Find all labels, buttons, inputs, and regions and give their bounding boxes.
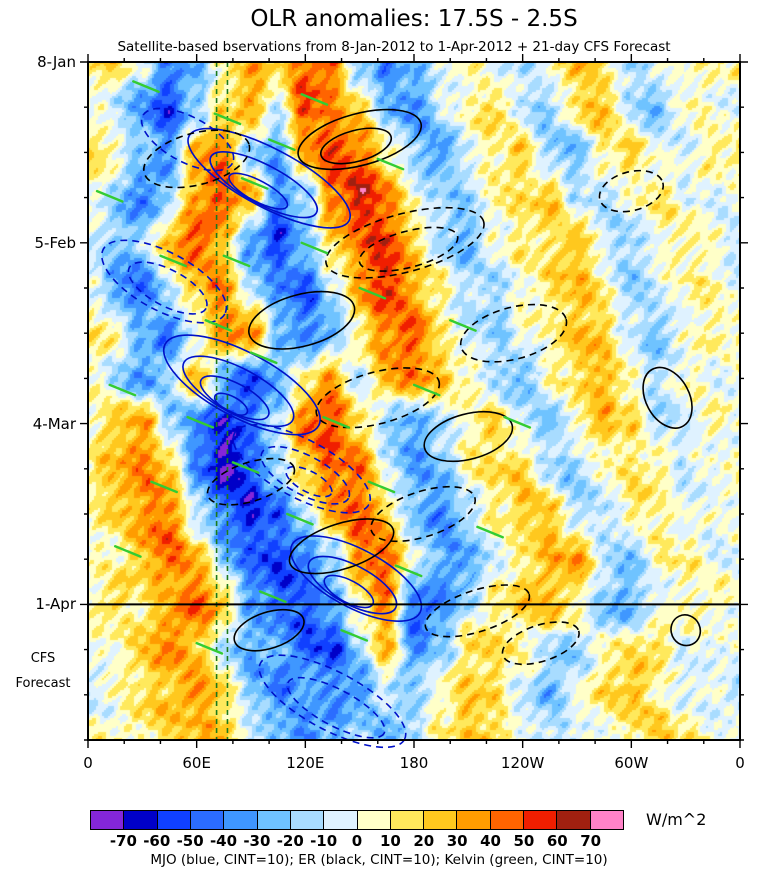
colorbar-segment bbox=[91, 811, 125, 829]
y-tick-label: 4-Mar bbox=[32, 414, 76, 433]
y-tick-label: 8-Jan bbox=[37, 53, 76, 71]
colorbar-segment bbox=[357, 811, 391, 829]
colorbar-segment bbox=[590, 811, 623, 829]
colorbar-segment bbox=[224, 811, 258, 829]
colorbar-tick-label: -60 bbox=[143, 832, 171, 850]
contour-legend-caption: MJO (blue, CINT=10); ER (black, CINT=10)… bbox=[150, 852, 608, 868]
colorbar-tick-label: 70 bbox=[580, 832, 602, 850]
colorbar-tick-label: 10 bbox=[379, 832, 401, 850]
colorbar-tick-label: -30 bbox=[243, 832, 271, 850]
colorbar-tick-label: 30 bbox=[446, 832, 468, 850]
colorbar-segment bbox=[424, 811, 458, 829]
colorbar-segment bbox=[124, 811, 158, 829]
x-tick-label: 180 bbox=[399, 754, 429, 772]
colorbar-segment bbox=[490, 811, 525, 829]
page-title: OLR anomalies: 17.5S - 2.5S bbox=[250, 6, 578, 32]
colorbar-tick-label: -20 bbox=[276, 832, 304, 850]
colorbar-segment bbox=[190, 811, 225, 829]
heatmap-canvas bbox=[88, 62, 740, 740]
y-tick-label: 1-Apr bbox=[35, 595, 76, 614]
colorbar-segment bbox=[390, 811, 425, 829]
colorbar-tick-label: 0 bbox=[351, 832, 363, 850]
cfs-forecast-label: CFS Forecast bbox=[0, 646, 86, 696]
colorbar-tick-label: 20 bbox=[413, 832, 435, 850]
colorbar bbox=[90, 810, 624, 830]
cfs-forecast-line1: CFS bbox=[30, 651, 56, 666]
colorbar-segment bbox=[157, 811, 191, 829]
colorbar-units-label: W/m^2 bbox=[646, 810, 707, 829]
x-tick-label: 120W bbox=[500, 754, 545, 772]
colorbar-segment bbox=[257, 811, 291, 829]
colorbar-segment bbox=[524, 811, 558, 829]
colorbar-segment bbox=[290, 811, 325, 829]
cfs-forecast-line2: Forecast bbox=[15, 676, 71, 691]
x-tick-label: 60W bbox=[614, 754, 649, 772]
colorbar-tick-label: 40 bbox=[480, 832, 501, 850]
colorbar-tick-label: 50 bbox=[513, 832, 535, 850]
colorbar-tick-label: 60 bbox=[546, 832, 568, 850]
x-tick-label: 0 bbox=[83, 754, 93, 772]
colorbar-segment bbox=[457, 811, 491, 829]
x-tick-label: 0 bbox=[735, 754, 745, 772]
colorbar-tick-label: -40 bbox=[209, 832, 238, 850]
y-tick-label: 5-Feb bbox=[34, 233, 76, 252]
colorbar-tick-label: -10 bbox=[310, 832, 338, 850]
colorbar-tick-label: -50 bbox=[176, 832, 204, 850]
colorbar-segment bbox=[557, 811, 591, 829]
colorbar-tick-label: -70 bbox=[109, 832, 137, 850]
x-tick-label: 60E bbox=[182, 754, 211, 772]
page-subtitle: Satellite-based bservations from 8-Jan-2… bbox=[117, 39, 671, 55]
colorbar-segment bbox=[324, 811, 358, 829]
x-tick-label: 120E bbox=[286, 754, 325, 772]
